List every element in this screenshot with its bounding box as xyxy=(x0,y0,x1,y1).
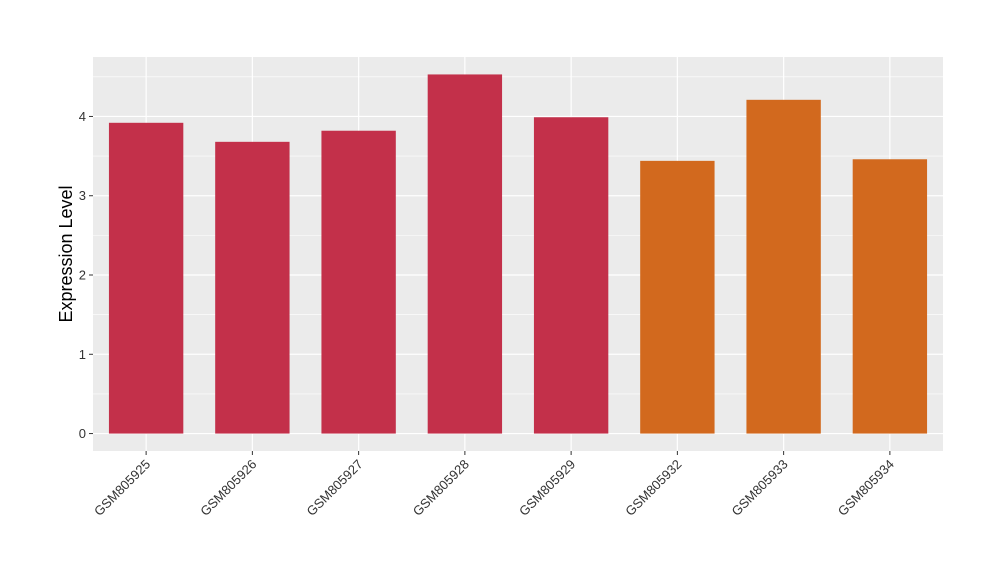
x-tick-label: GSM805927 xyxy=(304,457,366,519)
bar-gsm805934 xyxy=(852,159,928,434)
bar-gsm805933 xyxy=(746,99,821,434)
x-tick-label: GSM805934 xyxy=(835,457,897,519)
bar-gsm805926 xyxy=(215,141,290,434)
y-tick-label: 0 xyxy=(79,426,86,441)
bar-gsm805932 xyxy=(640,160,715,434)
x-tick-label: GSM805933 xyxy=(729,457,791,519)
x-tick-label: GSM805928 xyxy=(410,457,472,519)
y-axis: 0 1 2 3 4 xyxy=(79,109,93,441)
y-axis-title: Expression Level xyxy=(56,185,76,322)
x-axis: GSM805925 GSM805926 GSM805927 GSM805928 GSM8… xyxy=(91,451,897,519)
y-tick-label: 4 xyxy=(79,109,86,124)
bars xyxy=(108,74,928,434)
x-tick-label: GSM805925 xyxy=(91,457,153,519)
y-tick-label: 3 xyxy=(79,188,86,203)
bar-gsm805925 xyxy=(108,122,184,434)
bar-gsm805927 xyxy=(321,130,396,434)
x-tick-label: GSM805929 xyxy=(516,457,578,519)
bar-gsm805929 xyxy=(533,117,609,434)
x-tick-label: GSM805932 xyxy=(622,457,684,519)
x-tick-label: GSM805926 xyxy=(197,457,259,519)
y-tick-label: 2 xyxy=(79,268,86,283)
y-tick-label: 1 xyxy=(79,347,86,362)
bar-gsm805928 xyxy=(427,74,503,434)
